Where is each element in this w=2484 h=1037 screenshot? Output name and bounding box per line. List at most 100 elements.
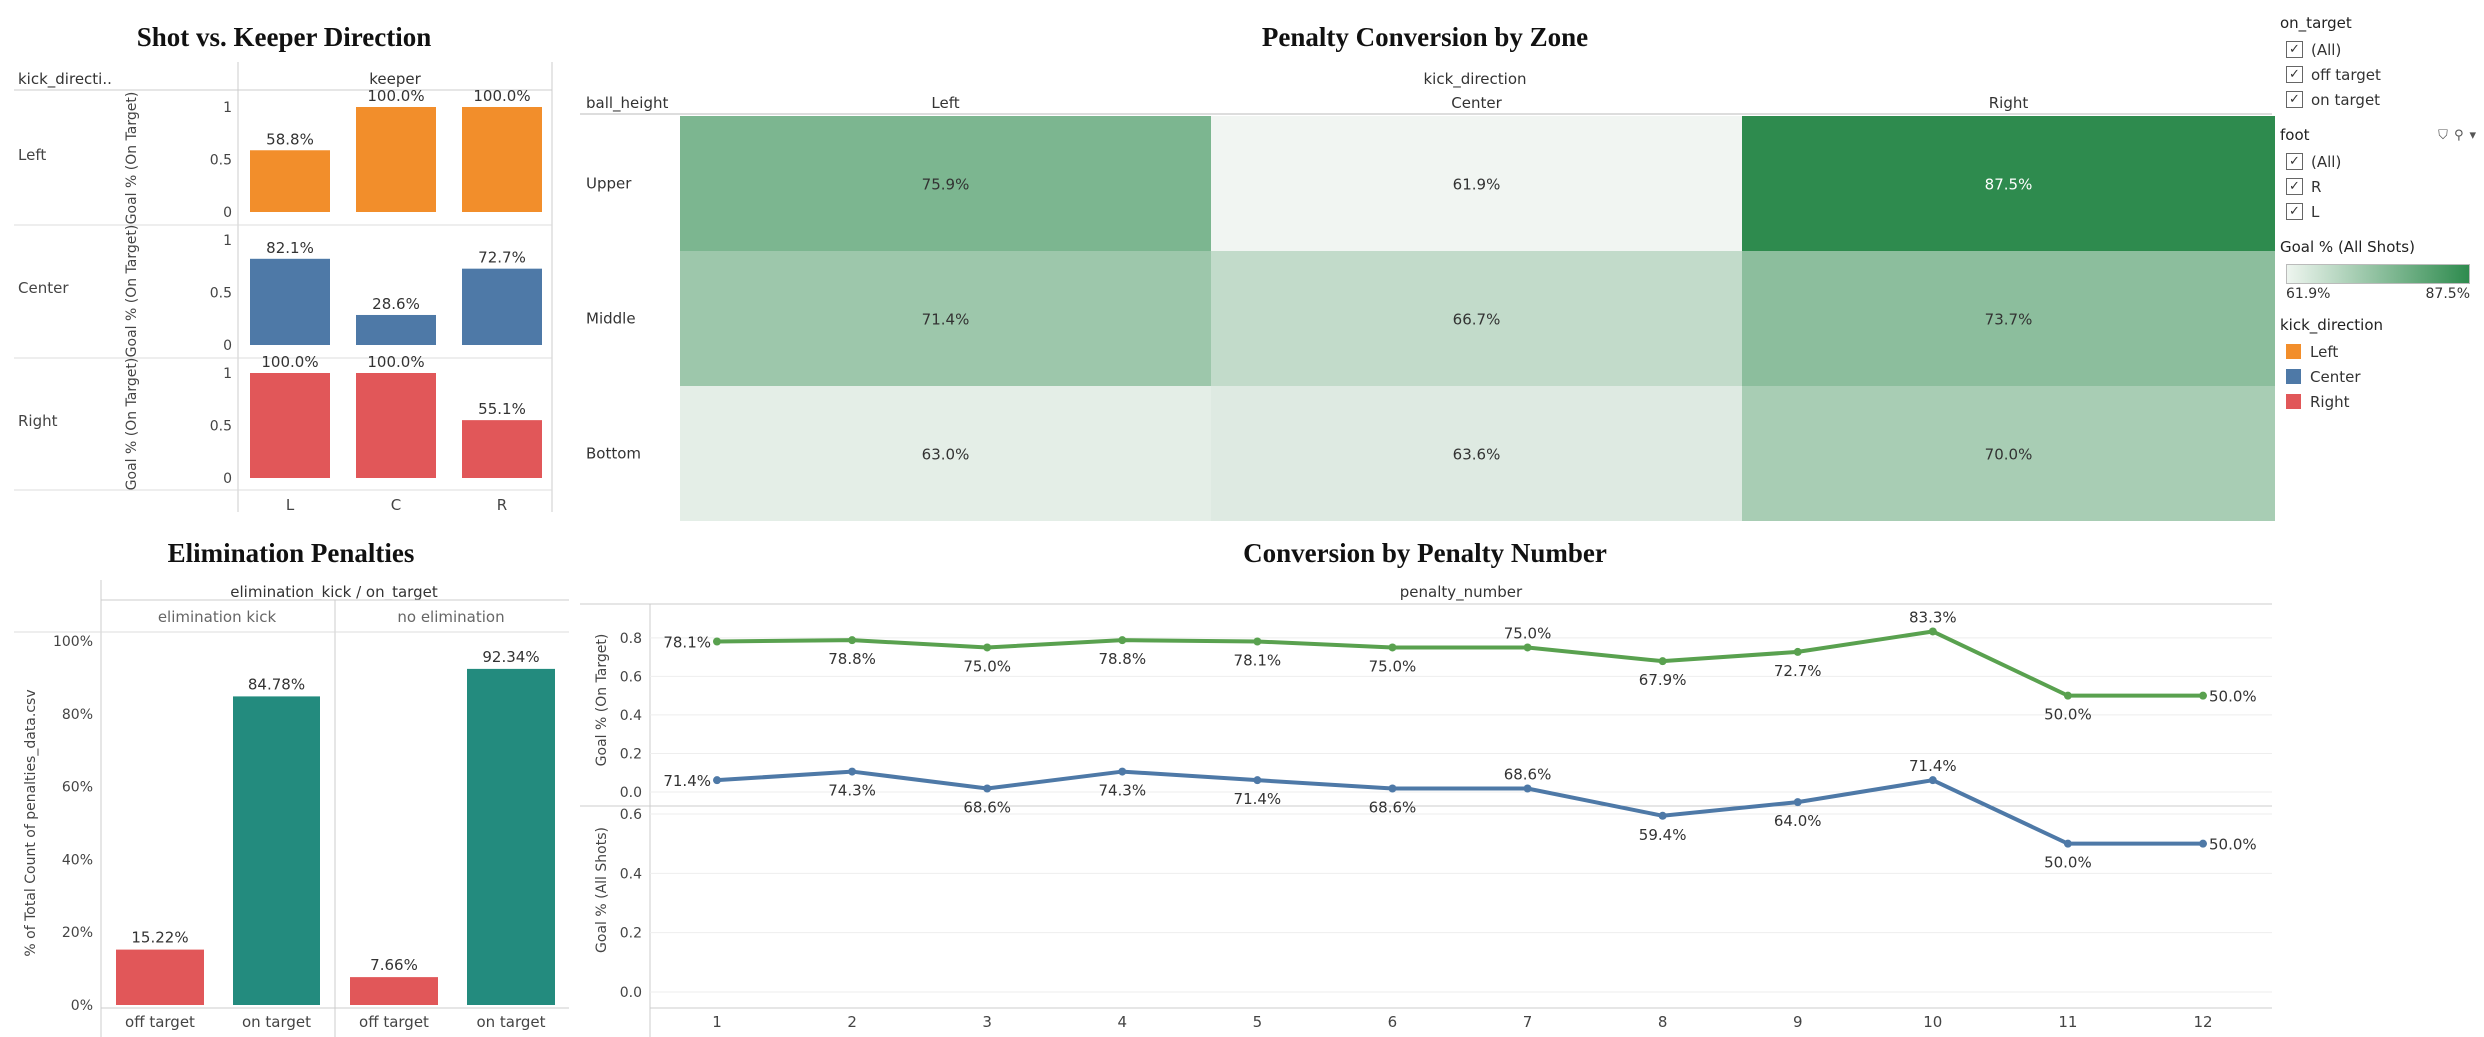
bar-value-label: 72.7% [478,249,526,267]
point-label: 74.3% [828,782,876,800]
on-target-option-all[interactable]: ✓ (All) [2280,37,2476,62]
bar-right-L [250,373,330,478]
gradient-max-label: 87.5% [2425,286,2470,302]
shot-keeper-chart: kick_directi.. keeper Left Goal % (On Targe… [14,62,553,514]
series-point-on-target [848,636,857,645]
series-point-on-target [1388,643,1397,652]
y-tick-label: 0.4 [620,866,642,882]
heat-cell-label: 70.0% [1985,446,2033,464]
bar-on-target [467,668,555,1005]
col-header-right: Right [1989,94,2029,112]
bar-left-C [356,107,436,212]
y-tick-label: 0.2 [620,926,642,942]
row-label-left: Left [18,146,46,164]
heat-cell-label: 63.6% [1453,446,1501,464]
point-label: 78.8% [1098,650,1146,668]
y-axis-label: Goal % (On Target) [124,92,140,225]
point-label: 78.8% [828,650,876,668]
foot-option-all[interactable]: ✓ (All) [2280,149,2476,174]
row-label-upper: Upper [586,175,632,193]
x-tick-label-L: L [286,496,295,514]
point-label: 68.6% [1504,765,1552,783]
bar-center-R [462,268,542,345]
penalty-number-title: Conversion by Penalty Number [1243,538,1607,568]
foot-option-l[interactable]: ✓ L [2280,199,2476,224]
y-axis-label: % of Total Count of penalties_data.csv [23,689,39,956]
search-icon[interactable]: ⚲ [2453,127,2464,143]
row-label-right: Right [18,412,58,430]
foot-option-r[interactable]: ✓ R [2280,174,2476,199]
point-label: 68.6% [963,798,1011,816]
bar-on-target [233,696,320,1005]
y-tick-label: 0.4 [620,708,642,724]
col-group-header: kick_direction [1423,70,1526,89]
x-tick-label-R: R [497,496,507,514]
bar-value-label: 100.0% [261,353,318,371]
legend-item-left[interactable]: Left [2280,339,2476,364]
point-label: 59.4% [1639,826,1687,844]
bar-value-label: 84.78% [248,675,305,693]
point-label: 72.7% [1774,662,1822,680]
heat-cell-middle-left [680,251,1211,386]
heat-cell-label: 73.7% [1985,311,2033,329]
row-label-bottom: Bottom [586,445,641,463]
foot-filter: foot ⛉ ⚲ ▾ ✓ (All) ✓ R ✓ L [2280,126,2476,224]
legend-swatch-left [2286,344,2301,359]
series-line-all-shots [716,769,2203,846]
y-tick-label: 0% [71,998,93,1014]
y-tick-label: 0.0 [620,785,642,801]
kick-direction-legend-title: kick_direction [2280,316,2384,334]
legend-item-center[interactable]: Center [2280,364,2476,389]
heat-cell-label: 75.9% [922,176,970,194]
checkbox-checked-icon[interactable]: ✓ [2286,203,2303,220]
zone-heatmap: kick_direction ball_height Left Center Right… [580,70,2275,521]
heat-cell-upper-center [1211,116,1742,251]
x-tick-label: off target [359,1013,429,1031]
point-label: 50.0% [2209,836,2257,854]
y-tick-label: 0 [223,338,232,354]
series-point-all-shots [1118,767,1127,776]
y-tick-label: 0.6 [620,669,642,685]
checkbox-checked-icon[interactable]: ✓ [2286,178,2303,195]
bar-left-L [250,150,330,212]
x-tick-label-6: 6 [1388,1013,1398,1031]
goal-color-legend: Goal % (All Shots) 61.9% 87.5% [2280,238,2476,302]
color-gradient-bar [2286,264,2470,284]
y-tick-label: 0.8 [620,631,642,647]
on-target-option-off[interactable]: ✓ off target [2280,62,2476,87]
point-label: 71.4% [1909,757,1957,775]
elimination-chart: elimination_kick / on_target elimination … [14,580,569,1037]
bar-off-target [116,949,204,1005]
row-label-middle: Middle [586,310,636,328]
point-label: 75.0% [1504,624,1552,642]
col-header: penalty_number [1400,583,1523,602]
x-tick-label-10: 10 [1923,1013,1942,1031]
series-point-on-target [1793,647,1802,656]
series-point-all-shots [1388,784,1397,793]
chevron-down-icon[interactable]: ▾ [2469,127,2476,143]
series-point-all-shots [2063,839,2072,848]
series-point-on-target [1658,657,1667,666]
bar-off-target [350,977,438,1005]
x-tick-label-5: 5 [1253,1013,1263,1031]
y-axis-label: Goal % (On Target) [124,358,140,491]
checkbox-checked-icon[interactable]: ✓ [2286,91,2303,108]
row-label-center: Center [18,279,69,297]
legend-item-right[interactable]: Right [2280,389,2476,414]
checkbox-checked-icon[interactable]: ✓ [2286,41,2303,58]
on-target-option-on[interactable]: ✓ on target [2280,87,2476,112]
filter-icon[interactable]: ⛉ [2438,127,2448,143]
y-tick-label: 0.5 [210,286,232,302]
y-axis-label-all-shots: Goal % (All Shots) [594,827,610,953]
series-point-all-shots [1658,811,1667,820]
heat-cell-upper-right [1742,116,2275,251]
y-tick-label: 0.0 [620,985,642,1001]
zone-title: Penalty Conversion by Zone [1261,22,1589,52]
bar-value-label: 58.8% [266,130,314,148]
point-label: 71.4% [663,772,711,790]
point-label: 64.0% [1774,812,1822,830]
checkbox-checked-icon[interactable]: ✓ [2286,66,2303,83]
checkbox-checked-icon[interactable]: ✓ [2286,153,2303,170]
series-point-all-shots [713,776,721,785]
heat-cell-label: 71.4% [922,311,970,329]
